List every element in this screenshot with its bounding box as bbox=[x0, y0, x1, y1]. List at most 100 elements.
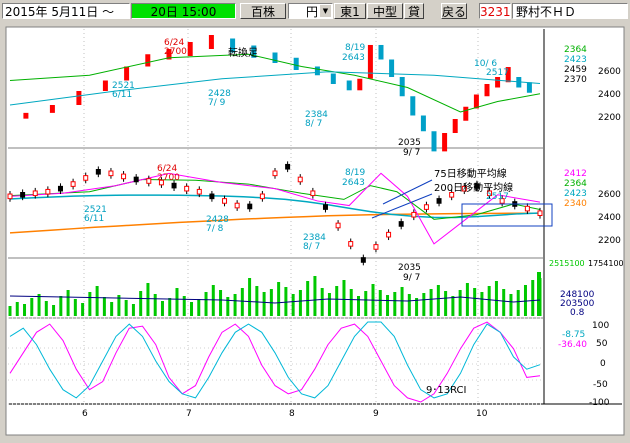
volume-bar-66 bbox=[487, 286, 491, 316]
ann-10-6-date: 10/ 6 bbox=[474, 59, 497, 69]
volume-bar-63 bbox=[465, 283, 469, 316]
currency-value: 円 bbox=[305, 5, 318, 19]
volume-bar-42 bbox=[313, 276, 317, 316]
currency-select[interactable]: 円 ▼ bbox=[288, 3, 333, 19]
p1-right-2: 2423 bbox=[564, 55, 587, 65]
ma5-line bbox=[9, 172, 541, 245]
back-button[interactable]: 戻る bbox=[441, 3, 467, 19]
pf-block-27 bbox=[473, 94, 479, 109]
p2-right-2: 2364 bbox=[564, 179, 587, 189]
pf-block-29 bbox=[495, 77, 501, 88]
ann2-8-7-value: 2384 bbox=[303, 233, 326, 243]
stock-code: 3231 bbox=[479, 3, 511, 19]
ann2-7-8-value: 2428 bbox=[206, 215, 229, 225]
candle-body-18 bbox=[234, 202, 240, 209]
ann2-6-24-value: 2700 bbox=[157, 173, 180, 183]
ann2-10-6-value: 2517 bbox=[486, 192, 509, 202]
x-tick-8: 8 bbox=[289, 409, 295, 419]
rci-right-1: -8.75 bbox=[562, 330, 585, 340]
pf-block-30 bbox=[505, 67, 511, 83]
volume-bar-19 bbox=[146, 283, 150, 316]
volume-bar-44 bbox=[327, 293, 331, 316]
pf-block-13 bbox=[314, 66, 320, 76]
volume-bar-23 bbox=[175, 288, 179, 316]
volume-bar-55 bbox=[407, 294, 411, 316]
ann2-7-8-date: 7/ 8 bbox=[206, 224, 224, 234]
category-label: 中型 bbox=[367, 3, 403, 19]
ma75-label: 75日移動平均線 bbox=[434, 167, 507, 180]
x-tick-6: 6 bbox=[82, 409, 88, 419]
volume-bar-71 bbox=[523, 285, 527, 316]
volume-bar-40 bbox=[298, 290, 302, 316]
pf-ma-short bbox=[9, 53, 541, 113]
vol-right-3: 248100 bbox=[560, 290, 595, 300]
x-tick-7: 7 bbox=[186, 409, 192, 419]
pf-block-2 bbox=[76, 91, 82, 105]
ann-6-11-date: 6/11 bbox=[112, 90, 132, 100]
volume-bar-69 bbox=[509, 294, 513, 316]
volume-bar-24 bbox=[182, 296, 186, 316]
p2-tick-2600: 2600 bbox=[598, 190, 621, 200]
pf-block-12 bbox=[293, 57, 299, 70]
pf-block-1 bbox=[49, 105, 55, 113]
volume-bar-39 bbox=[291, 294, 295, 316]
volume-bar-31 bbox=[233, 294, 237, 316]
x-tick-10: 10 bbox=[476, 409, 488, 419]
volume-bar-8 bbox=[66, 290, 70, 316]
vol-right-5: 0.8 bbox=[570, 308, 585, 318]
candle-body-20 bbox=[259, 193, 265, 200]
candle-body-32 bbox=[411, 211, 417, 218]
pf-block-25 bbox=[452, 119, 458, 133]
candle-body-13 bbox=[171, 182, 177, 189]
candle-body-28 bbox=[360, 257, 366, 263]
candle-body-11 bbox=[146, 178, 152, 184]
volume-bar-35 bbox=[262, 292, 266, 316]
volume-bar-47 bbox=[349, 289, 353, 316]
candle-body-8 bbox=[108, 170, 114, 177]
rci-right-2: -36.40 bbox=[558, 340, 587, 350]
volume-bar-52 bbox=[386, 295, 390, 316]
pf-block-16 bbox=[357, 78, 363, 91]
ann-7-9-value: 2428 bbox=[208, 89, 231, 99]
candle-body-3 bbox=[45, 188, 51, 195]
candle-body-35 bbox=[449, 192, 455, 198]
pf-block-17 bbox=[367, 44, 373, 79]
volume-bar-60 bbox=[444, 291, 448, 316]
volume-bar-4 bbox=[37, 294, 41, 316]
candle-body-26 bbox=[335, 222, 341, 229]
volume-bar-72 bbox=[531, 280, 535, 316]
volume-bar-5 bbox=[44, 301, 48, 316]
p2-tick-2400: 2400 bbox=[598, 213, 621, 223]
candle-body-42 bbox=[537, 210, 543, 216]
ann2-8-7-date: 8/ 7 bbox=[303, 242, 320, 252]
candle-body-10 bbox=[133, 176, 139, 183]
volume-bar-37 bbox=[277, 282, 281, 316]
ann2-9-7-date: 9/ 7 bbox=[403, 273, 420, 283]
span-field[interactable]: 20日 15:00 bbox=[131, 3, 236, 19]
candle-body-17 bbox=[222, 198, 228, 204]
volume-bar-61 bbox=[451, 296, 455, 316]
candle-body-38 bbox=[487, 190, 493, 197]
vol-right-1: 2515100 bbox=[549, 259, 585, 268]
rci-tick-m100: -100 bbox=[589, 398, 610, 408]
pf-block-15 bbox=[346, 80, 352, 91]
volume-bar-26 bbox=[197, 299, 201, 316]
candle-body-21 bbox=[272, 170, 278, 177]
date-field[interactable]: 2015年 5月11日 ～ bbox=[2, 3, 130, 19]
volume-bar-62 bbox=[458, 290, 462, 316]
candle-body-19 bbox=[247, 203, 253, 210]
ann2-8-19-value: 2643 bbox=[342, 178, 365, 188]
candle-body-25 bbox=[322, 204, 328, 210]
volume-bar-17 bbox=[131, 304, 135, 316]
volume-bar-33 bbox=[248, 278, 252, 316]
pf-block-24 bbox=[442, 133, 448, 152]
ann-8-7-date: 8/ 7 bbox=[305, 119, 322, 129]
plot-area bbox=[8, 29, 544, 404]
candle-body-16 bbox=[209, 193, 215, 200]
ann-6-11-value: 2521 bbox=[112, 81, 135, 91]
pf-block-18 bbox=[378, 44, 384, 60]
ann2-6-24-date: 6/24 bbox=[157, 164, 177, 174]
chevron-down-icon[interactable]: ▼ bbox=[320, 5, 331, 17]
candle-body-31 bbox=[398, 221, 404, 227]
